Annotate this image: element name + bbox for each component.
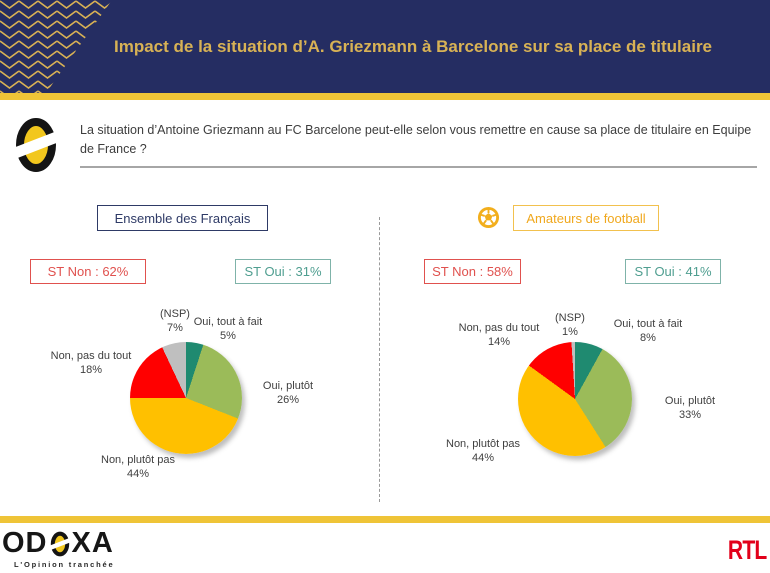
football-icon — [477, 206, 500, 229]
pie-label-nsp: (NSP) 7% — [143, 308, 207, 335]
pie-label-text: Non, pas du tout — [50, 350, 132, 362]
question-underline — [80, 166, 757, 168]
section-divider — [379, 217, 380, 502]
top-gold-stripe — [0, 93, 770, 100]
st-non-badge-ensemble: ST Non : 62% — [30, 259, 146, 284]
panel-amateurs: Amateurs de football ST Non : 58% ST Oui… — [381, 200, 770, 510]
pie-label-non-pas-du-tout: Non, pas du tout 14% — [439, 322, 559, 349]
rtl-logo: RTL — [727, 535, 766, 565]
pie-label-value: 1% — [562, 325, 578, 338]
pie-label-non-plutot-pas: Non, plutôt pas 44% — [83, 454, 193, 481]
odoxa-letters-xa: XA — [71, 527, 114, 559]
odoxa-letters-od: OD — [2, 527, 48, 559]
pie-label-text: Non, pas du tout — [458, 322, 540, 334]
pie-label-value: 8% — [640, 331, 656, 344]
pie-label-value: 26% — [276, 393, 300, 406]
odoxa-wordmark: OD XA — [2, 529, 114, 558]
pie-label-nsp: (NSP) 1% — [538, 312, 602, 339]
pie-label-non-plutot-pas: Non, plutôt pas 44% — [423, 438, 543, 465]
page-title: Impact de la situation d’A. Griezmann à … — [114, 36, 713, 56]
question-text: La situation d’Antoine Griezmann au FC B… — [80, 123, 752, 156]
odoxa-tagline: L'Opinion tranchée — [14, 560, 115, 569]
chevron-pattern-decoration — [0, 0, 112, 93]
pie-label-value: 14% — [487, 335, 511, 348]
pie-label-text: Non, plutôt pas — [101, 454, 175, 466]
pie-label-text: Oui, plutôt — [262, 380, 314, 392]
pie-label-text: Oui, tout à fait — [193, 316, 263, 328]
pie-label-text: (NSP) — [160, 308, 190, 320]
pie-label-oui-tout-a-fait: Oui, tout à fait 5% — [173, 316, 283, 343]
pie-label-value: 44% — [471, 451, 495, 464]
pie-label-text: (NSP) — [555, 312, 585, 324]
st-non-badge-amateurs: ST Non : 58% — [424, 259, 521, 284]
st-oui-badge-amateurs: ST Oui : 41% — [625, 259, 721, 284]
group-label-ensemble: Ensemble des Français — [97, 205, 268, 231]
pie-label-value: 33% — [678, 408, 702, 421]
pie-label-text: Non, plutôt pas — [446, 438, 520, 450]
pie-label-oui-plutot: Oui, plutôt 26% — [243, 380, 333, 407]
st-oui-badge-ensemble: ST Oui : 31% — [235, 259, 331, 284]
pie-label-text: Oui, plutôt — [664, 395, 716, 407]
pie-label-value: 18% — [79, 363, 103, 376]
pie-label-value: 7% — [167, 321, 183, 334]
odoxa-o-icon — [3, 116, 69, 179]
pie-label-oui-plutot: Oui, plutôt 33% — [645, 395, 735, 422]
group-label-amateurs: Amateurs de football — [513, 205, 659, 231]
pie-chart-amateurs — [518, 342, 632, 456]
bottom-gold-stripe — [0, 516, 770, 523]
odoxa-o-mark-icon — [48, 531, 71, 556]
pie-label-value: 44% — [126, 467, 150, 480]
pie-label-oui-tout-a-fait: Oui, tout à fait 8% — [593, 318, 703, 345]
panel-ensemble: Ensemble des Français ST Non : 62% ST Ou… — [0, 200, 379, 510]
odoxa-logo: OD XA L'Opinion tranchée — [2, 529, 115, 570]
pie-label-non-pas-du-tout: Non, pas du tout 18% — [34, 350, 148, 377]
pie-label-value: 5% — [220, 329, 236, 342]
pie-label-text: Oui, tout à fait — [613, 318, 683, 330]
pie-chart-ensemble — [130, 342, 242, 454]
banner: Impact de la situation d’A. Griezmann à … — [0, 0, 770, 93]
